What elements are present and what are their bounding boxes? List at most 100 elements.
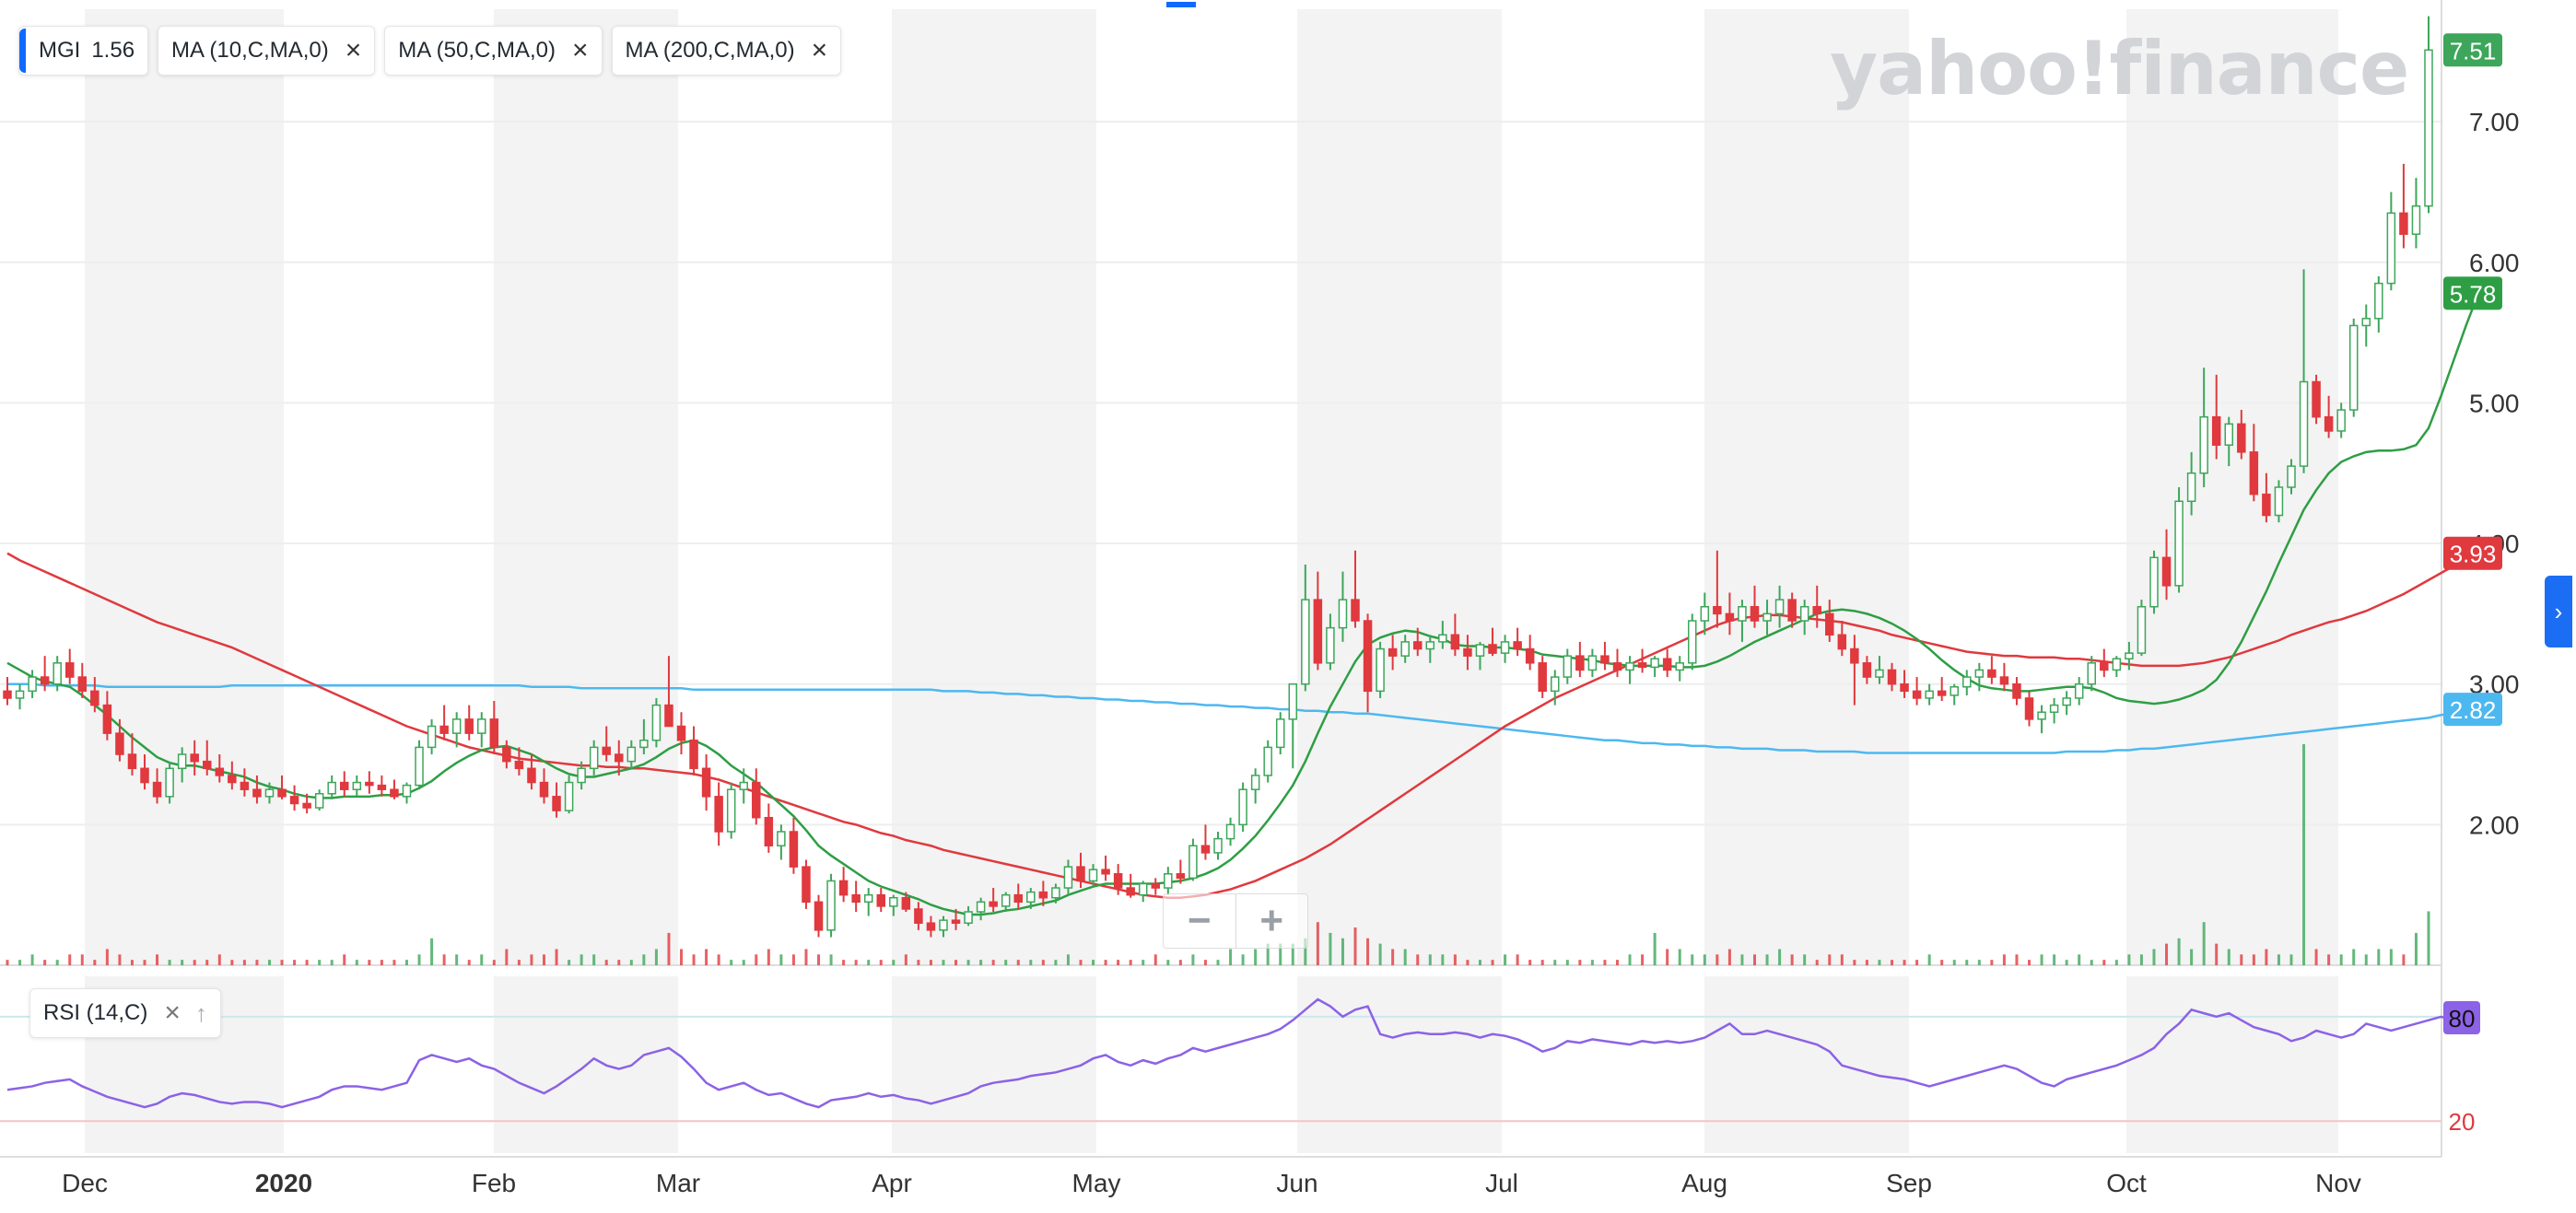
zoom-in-button[interactable]: + (1235, 894, 1308, 948)
candle-body (340, 781, 349, 790)
rsi-pill[interactable]: RSI (14,C) × ↑ (29, 988, 221, 1038)
candle-body (1412, 641, 1423, 650)
volume-bar (1266, 943, 1270, 965)
candle-body (1063, 866, 1073, 889)
volume-bar (1153, 954, 1157, 965)
volume-bar (2427, 911, 2430, 965)
candle-body (1937, 690, 1947, 696)
candle-body (1637, 662, 1647, 669)
candle-body (2348, 324, 2359, 411)
candle-body (777, 831, 786, 846)
candle-body (1962, 676, 1972, 688)
symbol-pill[interactable]: MGI 1.56 (18, 26, 149, 76)
candle-body (1288, 682, 1298, 720)
candle-body (2224, 423, 2234, 446)
volume-bar (1279, 943, 1282, 965)
volume-bar (1403, 949, 1407, 965)
candle-body (1662, 658, 1672, 671)
x-tick-label: Nov (2315, 1169, 2361, 1197)
candle-body (1799, 606, 1809, 622)
ma10-close-icon[interactable]: × (345, 35, 362, 65)
volume-bar (267, 960, 271, 965)
candle-body (152, 781, 162, 798)
candle-body (1974, 669, 1985, 678)
candle-body (976, 901, 986, 913)
volume-bar (1341, 938, 1344, 965)
zoom-out-button[interactable]: − (1187, 898, 1212, 943)
volume-bar (1878, 960, 1881, 965)
candle-body (701, 767, 711, 798)
y-tick-label: 6.00 (2469, 249, 2520, 277)
ma10-value-tag-bg (2443, 276, 2502, 310)
rsi-move-up-icon[interactable]: ↑ (194, 998, 207, 1027)
volume-bar (991, 960, 995, 965)
ma200-close-icon[interactable]: × (811, 35, 828, 65)
volume-bar (2165, 943, 2169, 965)
volume-bar (492, 960, 496, 965)
symbol-color-marker (19, 29, 26, 73)
volume-bar (1803, 954, 1807, 965)
candle-body (202, 760, 212, 770)
volume-bar (305, 960, 309, 965)
volume-bar (892, 960, 896, 965)
x-tick-label: Apr (872, 1169, 912, 1197)
candle-body (90, 690, 100, 706)
ma200-pill[interactable]: MA (200,C,MA,0) × (611, 26, 842, 76)
volume-bar (767, 949, 770, 965)
month-band-0 (85, 9, 284, 965)
volume-bar (1952, 960, 1956, 965)
volume-bar (2352, 949, 2356, 965)
candle-body (427, 725, 437, 749)
volume-bar (2402, 954, 2406, 965)
volume-bar (680, 949, 684, 965)
candle-body (1001, 893, 1011, 907)
candle-body (1051, 887, 1060, 899)
ma200-value-tag-bg (2443, 693, 2502, 727)
side-panel-toggle-icon[interactable]: › (2545, 576, 2572, 647)
candle-body (664, 704, 673, 728)
candle-body (352, 781, 362, 790)
volume-bar (242, 960, 246, 965)
candle-body (1463, 647, 1472, 657)
candle-body (914, 908, 923, 924)
candle-body (2087, 662, 2096, 685)
volume-bar (1590, 960, 1594, 965)
volume-bar (954, 960, 958, 965)
ma10-pill[interactable]: MA (10,C,MA,0) × (158, 26, 376, 76)
volume-bar (1641, 954, 1645, 965)
x-tick-label: Jul (1485, 1169, 1518, 1197)
volume-bar (917, 960, 920, 965)
x-tick-label: Feb (472, 1169, 516, 1197)
candle-body (240, 781, 250, 790)
volume-bar (455, 954, 459, 965)
candle-body (2274, 486, 2284, 517)
rsi-month-band-5 (2126, 976, 2338, 1153)
candle-body (589, 746, 599, 770)
candle-body (127, 753, 137, 770)
candle-body (1987, 669, 1996, 678)
candle-body (190, 753, 199, 763)
rsi-month-band-4 (1704, 976, 1909, 1153)
candle-body (1301, 599, 1310, 685)
ma50-close-icon[interactable]: × (572, 35, 589, 65)
volume-bar (604, 960, 608, 965)
ma50-pill[interactable]: MA (50,C,MA,0) × (384, 26, 603, 76)
volume-bar (1727, 949, 1731, 965)
candle-body (402, 784, 412, 798)
candle-body (1363, 620, 1373, 693)
volume-bar (966, 960, 970, 965)
candle-body (577, 767, 586, 784)
volume-bar (1815, 960, 1819, 965)
volume-bar (2414, 932, 2418, 965)
volume-bar (205, 960, 209, 965)
candle-body (2299, 380, 2309, 467)
volume-bar (1142, 960, 1145, 965)
month-band-1 (494, 9, 678, 965)
volume-bar (2065, 960, 2068, 965)
candle-body (1600, 655, 1610, 664)
volume-bar (1304, 938, 1307, 965)
volume-bar (55, 960, 59, 965)
rsi-close-icon[interactable]: × (164, 997, 181, 1028)
last-price-tag-bg (2443, 33, 2502, 67)
